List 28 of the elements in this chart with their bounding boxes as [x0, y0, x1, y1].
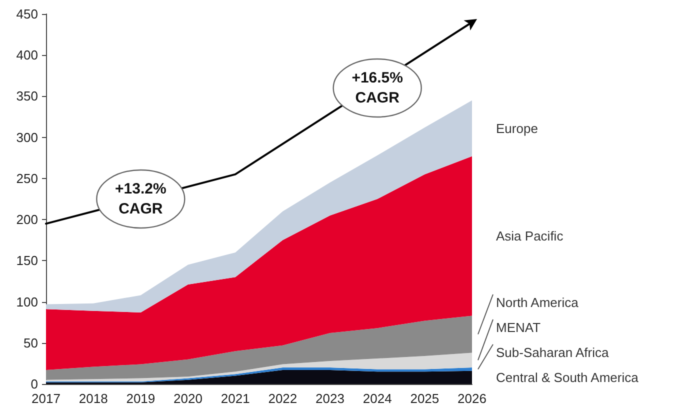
series-label: Asia Pacific	[496, 228, 564, 244]
y-tick-label: 450	[16, 6, 38, 22]
series-label: Europe	[496, 120, 538, 136]
x-tick-label: 2021	[220, 391, 250, 406]
x-tick-label: 2019	[126, 391, 156, 406]
y-tick-label: 250	[16, 170, 38, 186]
x-tick-label: 2023	[316, 391, 344, 406]
x-tick-label: 2020	[174, 391, 202, 406]
x-tick-label: 2018	[78, 391, 108, 406]
x-tick-label: 2024	[362, 391, 392, 406]
annotation: +13.2% CAGR	[115, 180, 166, 218]
y-tick-label: 100	[16, 294, 38, 310]
y-tick-label: 200	[16, 212, 38, 228]
y-tick-label: 350	[16, 88, 38, 104]
x-tick-label: 2022	[268, 391, 298, 406]
series-label: Sub-Saharan Africa	[496, 344, 610, 360]
text: MENAT	[496, 320, 541, 335]
x-tick-label: 2026	[458, 391, 486, 406]
y-tick-label: 400	[16, 48, 38, 63]
series-label: North America	[496, 294, 580, 310]
y-tick-label: 0	[30, 376, 38, 392]
y-tick-label: 300	[16, 130, 38, 145]
annotation: +16.5% CAGR	[352, 70, 403, 106]
y-tick-label: 150	[16, 253, 38, 268]
series-label: Central & South America	[496, 370, 640, 385]
x-tick-label: 2017	[32, 391, 60, 406]
y-tick-label: 50	[24, 335, 38, 350]
x-tick-label: 2025	[410, 391, 440, 406]
